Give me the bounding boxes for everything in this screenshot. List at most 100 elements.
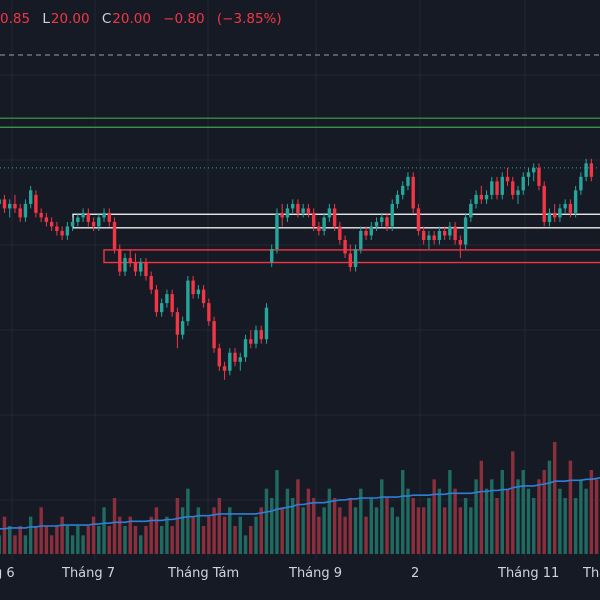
volume-bar	[442, 507, 447, 554]
candle-body	[107, 212, 111, 222]
candle-body	[133, 262, 138, 272]
volume-bar	[165, 516, 169, 554]
volume-bar	[369, 498, 373, 554]
close-value: 20.00	[112, 11, 151, 27]
volume-bar	[469, 507, 473, 554]
candle-body	[490, 181, 494, 195]
candle-body	[369, 226, 373, 236]
volume-bar	[427, 498, 431, 554]
volume-bar	[233, 526, 237, 554]
x-tick-label: Tháng Tám	[167, 566, 239, 581]
volume-bar	[107, 526, 111, 554]
volume-bar	[76, 526, 80, 554]
volume-bar	[123, 526, 127, 554]
candle-body	[55, 226, 59, 231]
candle-body	[228, 352, 232, 371]
volume-bar	[60, 516, 64, 554]
volume-bar	[81, 535, 85, 554]
candle-body	[296, 203, 300, 213]
candle-body	[563, 203, 567, 209]
x-tick-label: Tháng 7	[61, 566, 115, 581]
red-zone-box	[103, 249, 600, 264]
candle-body	[280, 212, 284, 218]
volume-bar	[222, 516, 227, 554]
volume-bar	[516, 479, 520, 554]
candle-body	[364, 230, 368, 236]
volume-bar	[547, 460, 552, 554]
volume-bar	[139, 535, 143, 554]
candle-body	[212, 321, 216, 349]
volume-bar	[207, 516, 211, 554]
volume-bar	[406, 488, 410, 554]
candle-body	[359, 230, 363, 249]
candle-body	[159, 303, 164, 313]
x-tick-label: Tháng 11	[497, 566, 559, 581]
candle-body	[453, 226, 457, 240]
x-tick-label: g 6	[0, 566, 15, 581]
volume-bar	[18, 526, 22, 554]
volume-bar	[301, 507, 305, 554]
candle-body	[479, 194, 484, 200]
candle-body	[338, 226, 342, 240]
candle-body	[385, 217, 389, 227]
volume-bar	[579, 479, 583, 554]
candle-body	[259, 330, 263, 340]
volume-bar	[254, 516, 258, 554]
candle-body	[432, 235, 436, 240]
x-tick-label: Tháng 9	[288, 566, 342, 581]
volume-bar	[521, 470, 525, 554]
volume-bar	[228, 507, 232, 554]
candle-body	[406, 176, 410, 186]
volume-bar	[306, 488, 311, 554]
candle-body	[81, 212, 85, 218]
candle-body	[144, 262, 148, 277]
volume-bar	[395, 516, 400, 554]
candle-body	[448, 226, 452, 236]
candle-body	[537, 167, 541, 186]
candle-body	[343, 239, 347, 254]
volume-bar	[401, 470, 405, 554]
candle-body	[0, 199, 1, 204]
volume-bar	[421, 507, 426, 554]
candle-body	[395, 194, 400, 204]
candle-body	[217, 348, 222, 367]
candle-body	[516, 190, 520, 195]
candle-body	[170, 294, 174, 313]
candles	[0, 158, 594, 380]
candle-body	[442, 230, 447, 236]
volume-bar	[311, 498, 316, 554]
volume-bar	[343, 516, 347, 554]
annotation-levels	[0, 54, 600, 264]
candle-body	[437, 230, 442, 240]
candle-body	[60, 230, 64, 236]
volume-bar	[243, 535, 248, 554]
volume-bar	[437, 488, 442, 554]
candle-body	[411, 176, 415, 209]
low-value: 20.00	[50, 11, 90, 27]
candle-body	[165, 294, 169, 304]
candle-body	[233, 352, 237, 362]
candle-body	[275, 212, 279, 249]
volume-bar	[479, 460, 484, 554]
volume-bar	[317, 516, 321, 554]
volume-bar	[133, 526, 138, 554]
volume-bar	[380, 479, 384, 554]
low-label: L	[42, 11, 50, 27]
partial-high-value: 0.85	[0, 11, 31, 27]
candle-body	[149, 276, 153, 290]
volume-bar	[290, 498, 295, 554]
candle-body	[222, 366, 227, 371]
volume-bar	[353, 507, 358, 554]
volume-bar	[264, 488, 269, 554]
candle-body	[123, 258, 127, 272]
volume-bar	[91, 516, 96, 554]
volume-bar	[44, 526, 49, 554]
volume-bar	[55, 526, 59, 554]
volume-bar	[23, 535, 28, 554]
volume-ma-line	[0, 476, 600, 530]
candle-body	[154, 289, 159, 313]
volume-bar	[144, 526, 148, 554]
candle-body	[86, 212, 91, 222]
volume-bar	[484, 488, 489, 554]
